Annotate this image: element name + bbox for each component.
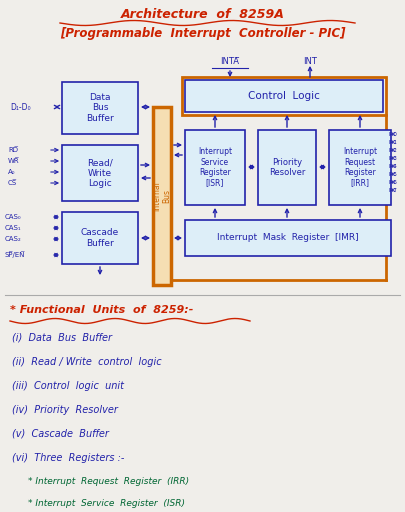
Text: (iv)  Priority  Resolver: (iv) Priority Resolver <box>12 405 117 415</box>
Text: Data
Bus
Buffer: Data Bus Buffer <box>86 93 113 123</box>
Bar <box>185 220 390 256</box>
Bar <box>153 107 171 285</box>
Text: Cascade
Buffer: Cascade Buffer <box>81 228 119 248</box>
Text: [Programmable  Interrupt  Controller - PIC]: [Programmable Interrupt Controller - PIC… <box>60 28 345 40</box>
Text: IR6: IR6 <box>387 180 396 184</box>
Text: CAS₁: CAS₁ <box>5 225 21 231</box>
Bar <box>62 212 138 264</box>
Text: A₀: A₀ <box>8 169 15 175</box>
Text: D₁-D₀: D₁-D₀ <box>10 102 30 112</box>
Text: CS̅: CS̅ <box>8 180 17 186</box>
Text: (vi)  Three  Registers :-: (vi) Three Registers :- <box>12 453 124 463</box>
Text: IR1: IR1 <box>387 139 396 144</box>
Text: RD̅: RD̅ <box>8 147 18 153</box>
Text: Interrupt
Request
Register
[IRR]: Interrupt Request Register [IRR] <box>342 147 376 187</box>
Text: Priority
Resolver: Priority Resolver <box>268 158 305 177</box>
Text: INTA̅: INTA̅ <box>220 57 239 66</box>
Text: WR̅: WR̅ <box>8 158 19 164</box>
Bar <box>62 82 138 134</box>
Text: * Functional  Units  of  8259:-: * Functional Units of 8259:- <box>10 305 193 315</box>
Text: CAS₂: CAS₂ <box>5 236 22 242</box>
Text: SP̅/EN̅: SP̅/EN̅ <box>5 251 26 259</box>
Text: IR2: IR2 <box>387 147 396 153</box>
Text: IR0: IR0 <box>387 132 396 137</box>
Bar <box>181 77 385 115</box>
Bar <box>257 130 315 205</box>
Text: (ii)  Read / Write  control  logic: (ii) Read / Write control logic <box>12 357 161 367</box>
Text: Interrupt  Mask  Register  [IMR]: Interrupt Mask Register [IMR] <box>217 233 358 243</box>
Text: Internal
Bus: Internal Bus <box>152 181 171 211</box>
Text: CAS₀: CAS₀ <box>5 214 21 220</box>
Text: IR5: IR5 <box>387 172 396 177</box>
Bar <box>62 145 138 201</box>
Text: Read/
Write
Logic: Read/ Write Logic <box>87 158 113 188</box>
Text: * Interrupt  Request  Register  (IRR): * Interrupt Request Register (IRR) <box>28 477 189 486</box>
Text: IR7: IR7 <box>387 187 396 193</box>
Text: IR3: IR3 <box>387 156 396 160</box>
Text: (iii)  Control  logic  unit: (iii) Control logic unit <box>12 381 124 391</box>
Text: Architecture  of  8259A: Architecture of 8259A <box>121 8 284 20</box>
Text: IR4: IR4 <box>387 163 396 168</box>
Text: (v)  Cascade  Buffer: (v) Cascade Buffer <box>12 429 109 439</box>
Bar <box>328 130 390 205</box>
Text: * Interrupt  Service  Register  (ISR): * Interrupt Service Register (ISR) <box>28 499 185 508</box>
Text: (i)  Data  Bus  Buffer: (i) Data Bus Buffer <box>12 333 112 343</box>
Text: INT: INT <box>302 57 316 66</box>
Bar <box>185 130 244 205</box>
Text: Interrupt
Service
Register
[ISR]: Interrupt Service Register [ISR] <box>198 147 232 187</box>
Bar <box>185 80 382 112</box>
Text: Control  Logic: Control Logic <box>247 91 319 101</box>
